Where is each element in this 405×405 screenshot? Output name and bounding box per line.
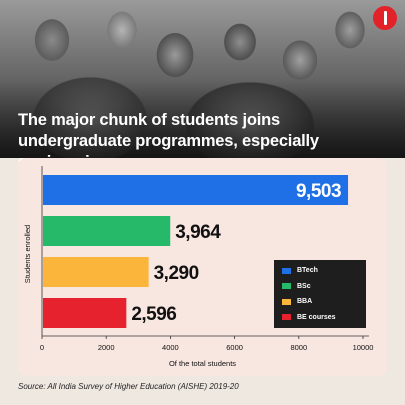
headline: The major chunk of students joins underg…: [18, 111, 319, 171]
photo-shade: [0, 80, 405, 158]
x-tick-label: 2000: [98, 343, 115, 352]
legend-item: BE courses: [274, 310, 366, 326]
publisher-logo: [373, 6, 397, 30]
legend-label: BTech: [297, 267, 318, 275]
bar-value-label: 3,964: [175, 222, 221, 243]
y-axis-label: Students enrolled: [23, 225, 32, 283]
chart-legend: BTech BSc BBA BE courses: [274, 260, 366, 328]
source-note: Source: All India Survey of Higher Educa…: [18, 382, 239, 391]
legend-swatch: [282, 283, 291, 290]
legend-label: BE courses: [297, 313, 336, 321]
bar-value-label: 2,596: [131, 304, 176, 325]
bar-btech: [43, 175, 349, 205]
legend-label: BBA: [297, 298, 313, 306]
x-tick-label: 6000: [226, 343, 243, 352]
bar-chart: 0 2000 4000 6000 8000 10000 Of the total stude…: [23, 166, 374, 368]
legend-label: BSc: [297, 282, 311, 290]
x-tick-label: 4000: [162, 343, 179, 352]
legend-swatch: [282, 314, 291, 321]
bar-value-label: 3,290: [154, 263, 199, 284]
bar-bba: [43, 257, 149, 287]
x-tick-label: 8000: [290, 343, 307, 352]
bar-be-courses: [43, 298, 127, 328]
legend-swatch: [282, 267, 291, 274]
chart-panel: 0 2000 4000 6000 8000 10000 Of the total stude…: [18, 158, 387, 376]
bar-bsc: [43, 216, 171, 246]
legend-item: BTech: [274, 263, 366, 279]
x-tick-label: 0: [40, 343, 44, 352]
legend-item: BSc: [274, 279, 366, 295]
x-axis-label: Of the total students: [169, 359, 236, 368]
x-tick-label: 10000: [353, 343, 374, 352]
bar-value-label: 9,503: [296, 181, 341, 202]
legend-item: BBA: [274, 294, 366, 310]
legend-swatch: [282, 298, 291, 305]
